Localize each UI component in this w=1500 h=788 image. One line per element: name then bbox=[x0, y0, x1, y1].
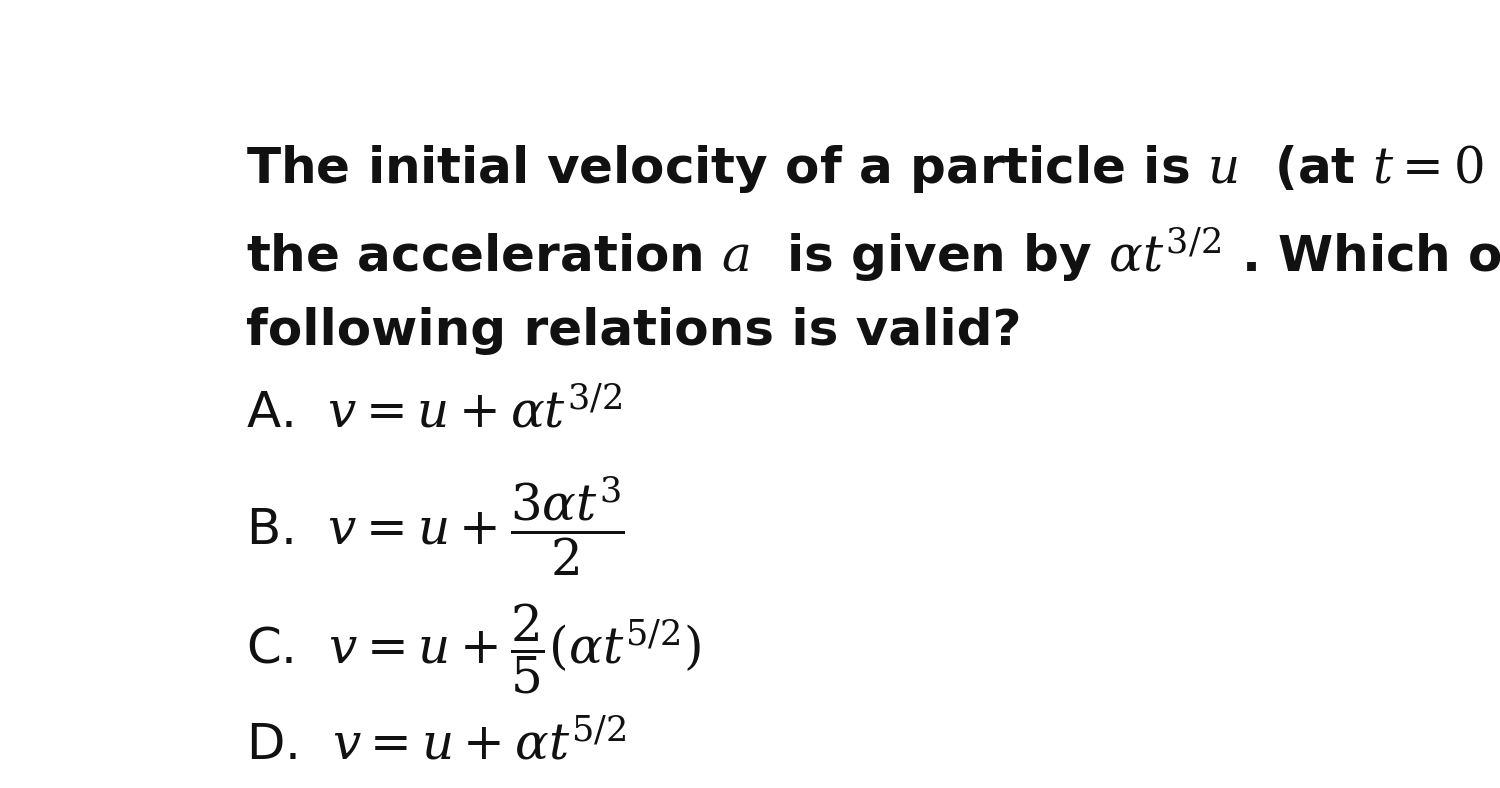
Text: D.  $v = u + \alpha t^{5/2}$: D. $v = u + \alpha t^{5/2}$ bbox=[246, 720, 626, 769]
Text: following relations is valid?: following relations is valid? bbox=[246, 307, 1022, 355]
Text: A.  $v = u + \alpha t^{3/2}$: A. $v = u + \alpha t^{3/2}$ bbox=[246, 388, 622, 437]
Text: B.  $v = u + \dfrac{3\alpha t^{3}}{2}$: B. $v = u + \dfrac{3\alpha t^{3}}{2}$ bbox=[246, 475, 624, 578]
Text: The initial velocity of a particle is $\mathit{u}$  (at $\mathit{t} = 0$ ), and: The initial velocity of a particle is $\… bbox=[246, 143, 1500, 195]
Text: the acceleration $\mathit{a}$  is given by $\alpha t^{3/2}$ . Which of the: the acceleration $\mathit{a}$ is given b… bbox=[246, 225, 1500, 284]
Text: C.  $v = u + \dfrac{2}{5}\left(\alpha t^{5/2}\right)$: C. $v = u + \dfrac{2}{5}\left(\alpha t^{… bbox=[246, 602, 700, 697]
